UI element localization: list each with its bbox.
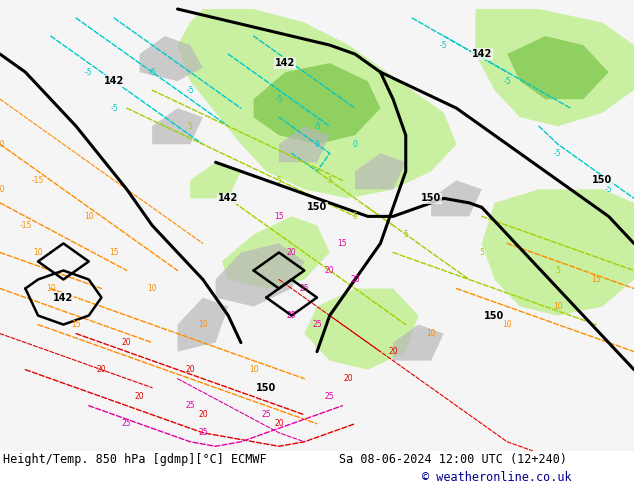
- Polygon shape: [216, 244, 304, 307]
- Text: © weatheronline.co.uk: © weatheronline.co.uk: [422, 471, 571, 484]
- Polygon shape: [355, 153, 406, 189]
- Text: 20: 20: [287, 248, 297, 257]
- Text: 142: 142: [104, 76, 124, 86]
- Text: 25: 25: [122, 419, 132, 428]
- Text: 15: 15: [71, 320, 81, 329]
- Text: Height/Temp. 850 hPa [gdmp][°C] ECMWF: Height/Temp. 850 hPa [gdmp][°C] ECMWF: [3, 453, 267, 466]
- Text: 142: 142: [53, 293, 74, 302]
- Polygon shape: [393, 324, 444, 361]
- Text: 10: 10: [198, 320, 208, 329]
- Text: -5: -5: [313, 122, 321, 131]
- Text: 10: 10: [46, 284, 56, 293]
- Text: 20: 20: [198, 410, 208, 419]
- Polygon shape: [476, 9, 634, 126]
- Text: 10: 10: [33, 248, 43, 257]
- Text: 10: 10: [502, 320, 512, 329]
- Text: 0: 0: [353, 140, 358, 149]
- Polygon shape: [482, 189, 634, 316]
- Text: 25: 25: [185, 401, 195, 410]
- Text: 25: 25: [287, 311, 297, 320]
- Text: 5: 5: [188, 122, 193, 131]
- Text: 15: 15: [274, 212, 284, 221]
- Text: -5: -5: [275, 95, 283, 104]
- Text: 25: 25: [198, 428, 208, 437]
- Text: 20: 20: [350, 275, 360, 284]
- Text: -5: -5: [148, 68, 156, 76]
- Text: 15: 15: [337, 239, 347, 248]
- Text: -5: -5: [110, 104, 118, 113]
- Polygon shape: [431, 180, 482, 217]
- Polygon shape: [178, 297, 228, 352]
- Text: 150: 150: [256, 383, 276, 392]
- Text: -5: -5: [503, 76, 511, 86]
- Text: 5: 5: [479, 248, 484, 257]
- Text: 25: 25: [325, 392, 335, 401]
- Text: 15: 15: [109, 248, 119, 257]
- Text: 150: 150: [421, 194, 441, 203]
- Text: 150: 150: [307, 202, 327, 212]
- Text: 20: 20: [344, 374, 354, 383]
- Text: 10: 10: [0, 140, 5, 149]
- Polygon shape: [178, 9, 456, 198]
- Polygon shape: [190, 162, 241, 198]
- Text: 25: 25: [312, 320, 322, 329]
- Text: 10: 10: [0, 185, 5, 194]
- Text: 15: 15: [591, 275, 601, 284]
- Text: -5: -5: [554, 149, 562, 158]
- Polygon shape: [139, 36, 203, 81]
- Text: 150: 150: [484, 311, 505, 320]
- Text: -15: -15: [19, 221, 32, 230]
- Text: 20: 20: [388, 347, 398, 356]
- Text: 25: 25: [299, 284, 309, 293]
- Polygon shape: [279, 126, 330, 162]
- Text: -5: -5: [605, 185, 612, 194]
- Text: 142: 142: [218, 194, 238, 203]
- Text: 10: 10: [147, 284, 157, 293]
- Text: 20: 20: [185, 365, 195, 374]
- Polygon shape: [152, 108, 203, 144]
- Text: -5: -5: [85, 68, 93, 76]
- Text: 20: 20: [134, 392, 145, 401]
- Text: -5: -5: [440, 41, 448, 49]
- Text: 142: 142: [472, 49, 492, 59]
- Text: 20: 20: [122, 338, 132, 347]
- Text: Sa 08-06-2024 12:00 UTC (12+240): Sa 08-06-2024 12:00 UTC (12+240): [339, 453, 567, 466]
- Text: 5: 5: [327, 176, 332, 185]
- Text: 10: 10: [249, 365, 259, 374]
- Text: 0: 0: [314, 140, 320, 149]
- Polygon shape: [507, 36, 609, 99]
- Polygon shape: [304, 289, 418, 369]
- Polygon shape: [222, 217, 330, 289]
- Text: 5: 5: [276, 176, 281, 185]
- Text: -5: -5: [186, 86, 194, 95]
- Text: 10: 10: [426, 329, 436, 338]
- Text: 142: 142: [275, 58, 295, 68]
- Text: -15: -15: [32, 176, 44, 185]
- Text: 10: 10: [84, 212, 94, 221]
- Text: 5: 5: [403, 230, 408, 239]
- Text: 20: 20: [96, 365, 107, 374]
- Text: 25: 25: [261, 410, 271, 419]
- Text: 20: 20: [325, 266, 335, 275]
- Text: 10: 10: [553, 302, 563, 311]
- Polygon shape: [254, 63, 380, 144]
- Text: 150: 150: [592, 175, 612, 185]
- Text: 20: 20: [274, 419, 284, 428]
- Text: 5: 5: [353, 212, 358, 221]
- Text: 5: 5: [555, 266, 560, 275]
